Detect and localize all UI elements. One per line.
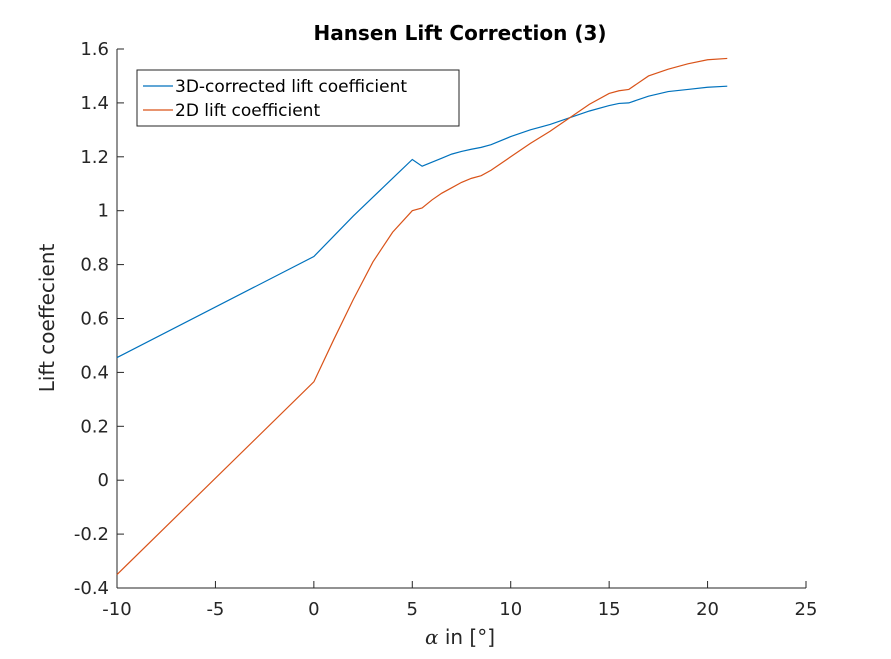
series-line-2 — [116, 57, 728, 575]
legend-label-1: 3D-corrected lift coefficient — [175, 77, 407, 97]
x-tick-label: 15 — [598, 599, 621, 620]
legend-box — [136, 69, 460, 127]
x-axis-label-symbol: α — [425, 625, 439, 649]
series-line-1 — [116, 85, 728, 359]
y-tick-label: -0.2 — [74, 524, 109, 545]
y-axis-label: Lift coeffecient — [35, 244, 59, 393]
chart-title: Hansen Lift Correction (3) — [313, 21, 606, 45]
x-tick-label: 20 — [696, 599, 719, 620]
y-tick-label: 1.6 — [80, 39, 109, 60]
y-tick-label: 1 — [98, 201, 109, 222]
x-tick-label: 0 — [308, 599, 319, 620]
y-tick-label: -0.4 — [74, 578, 109, 599]
plot-area: -10 -5 0 5 10 15 20 25 -0.4 -0.2 0 0.2 0.4 0.6 0.8 1 1.2… — [74, 39, 818, 620]
x-tick-label: 25 — [795, 599, 818, 620]
x-tick-label: 10 — [499, 599, 522, 620]
y-tick-label: 0.4 — [80, 362, 109, 383]
y-tick-label: 0 — [98, 470, 109, 491]
legend: 3D-corrected lift coefficient 2D lift coe… — [136, 69, 460, 127]
x-axis-label: α in [°] — [425, 625, 495, 649]
x-axis-label-text: in [°] — [438, 625, 495, 649]
y-tick-label: 1.4 — [80, 93, 109, 114]
y-tick-label: 0.6 — [80, 309, 109, 330]
x-tick-label: -10 — [102, 599, 131, 620]
y-tick-label: 0.2 — [80, 416, 109, 437]
x-tick-label: -5 — [206, 599, 224, 620]
legend-label-2: 2D lift coefficient — [175, 101, 320, 121]
y-tick-label: 1.2 — [80, 147, 109, 168]
x-tick-label: 5 — [407, 599, 418, 620]
y-tick-label: 0.8 — [80, 255, 109, 276]
